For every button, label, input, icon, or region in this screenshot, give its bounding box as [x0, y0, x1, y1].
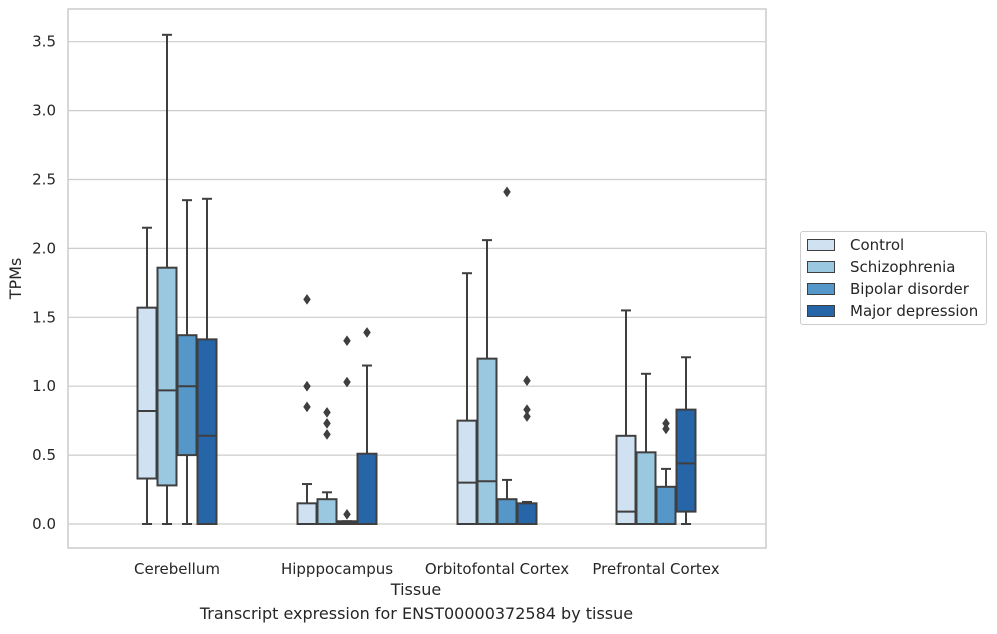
x-axis-label: Tissue [390, 580, 441, 599]
box [456, 419, 478, 525]
box-plot [136, 226, 158, 525]
legend-item-bipolar-disorder: Bipolar disorder [807, 279, 969, 299]
legend-item-major-depression: Major depression [807, 301, 978, 321]
legend-swatch-schizophrenia [807, 261, 835, 273]
box [296, 502, 318, 525]
legend-swatch-control [807, 239, 835, 251]
outlier-point [523, 404, 531, 416]
outlier-point [303, 293, 311, 305]
y-tick-label: 0.5 [32, 446, 56, 464]
outlier-point [343, 508, 351, 520]
box [635, 451, 657, 525]
outlier-point [662, 423, 670, 435]
outlier-point [343, 335, 351, 347]
box-plot [456, 272, 478, 525]
box-plot [675, 356, 697, 525]
outlier-point [363, 327, 371, 338]
box-plot [336, 335, 358, 526]
legend-item-schizophrenia: Schizophrenia [807, 257, 955, 277]
legend-swatch-bipolar-disorder [807, 283, 835, 295]
x-tick-label: Orbitofontal Cortex [425, 560, 569, 578]
outlier-point [662, 417, 670, 429]
box-plots [136, 33, 697, 526]
outlier-point [343, 376, 351, 388]
outlier-point [323, 417, 331, 429]
outlier-point [523, 411, 531, 422]
y-tick-label: 1.5 [32, 308, 56, 326]
outlier-point [323, 406, 331, 418]
x-tick-label: Hipppocampus [281, 560, 393, 578]
legend-item-control: Control [807, 235, 904, 255]
y-tick-label: 3.0 [32, 102, 56, 120]
x-tick-label: Cerebellum [134, 560, 220, 578]
plot-frame [67, 8, 767, 549]
box-plot [635, 372, 657, 525]
box-plot [156, 33, 178, 525]
box [196, 338, 218, 525]
box [356, 452, 378, 525]
y-tick-label: 0.0 [32, 515, 56, 533]
outlier-point [523, 375, 531, 387]
box-plot [516, 375, 538, 525]
box-plot [476, 239, 498, 526]
outlier-point [323, 428, 331, 440]
y-tick-label: 1.0 [32, 377, 56, 395]
legend: Control Schizophrenia Bipolar disorder M… [800, 231, 987, 325]
box [156, 266, 178, 487]
box-plot [356, 327, 378, 525]
box [496, 498, 518, 526]
y-axis-label: TPMs [6, 258, 25, 301]
box-plot [496, 186, 518, 526]
box [136, 306, 158, 480]
box [476, 357, 498, 526]
box-plot [615, 309, 637, 526]
legend-label-major-depression: Major depression [850, 302, 979, 320]
box-plot [196, 197, 218, 525]
box [516, 502, 538, 525]
y-tick-label: 2.5 [32, 171, 56, 189]
legend-label-bipolar-disorder: Bipolar disorder [850, 280, 969, 298]
box [675, 408, 697, 513]
chart-caption: Transcript expression for ENST0000037258… [199, 604, 634, 623]
box [316, 498, 338, 526]
y-tick-label: 3.5 [32, 33, 56, 51]
legend-label-control: Control [850, 236, 905, 254]
outlier-point [303, 401, 311, 413]
box-plot [316, 406, 338, 526]
y-tick-label: 2.0 [32, 239, 56, 257]
box-plot [655, 417, 677, 526]
x-tick-label: Prefrontal Cortex [592, 560, 719, 578]
legend-label-schizophrenia: Schizophrenia [850, 258, 956, 276]
box [176, 334, 198, 457]
outlier-point [303, 380, 311, 392]
outlier-point [503, 186, 511, 198]
box [655, 485, 677, 526]
box-plot [296, 293, 318, 525]
axes: 0.0 0.5 1.0 1.5 2.0 2.5 3.0 3.5 Cerebellum Hipppo… [6, 8, 767, 599]
legend-swatch-major-depression [807, 305, 835, 317]
